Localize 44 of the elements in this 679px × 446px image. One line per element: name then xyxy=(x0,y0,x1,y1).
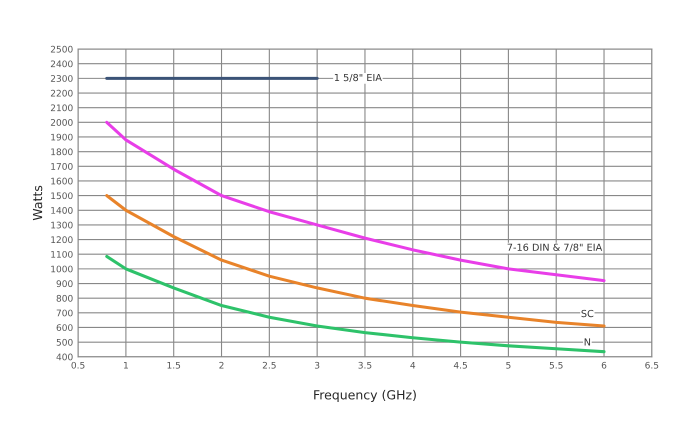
x-tick-label: 5.5 xyxy=(550,362,563,369)
x-tick-label: 4.5 xyxy=(454,362,467,369)
x-tick-label: 1 xyxy=(124,362,128,369)
x-tick-label: 4 xyxy=(410,362,416,369)
x-tick-label: 0.5 xyxy=(72,362,84,369)
y-tick-label: 700 xyxy=(56,310,73,316)
y-tick-label: 1500 xyxy=(51,192,73,200)
y-tick-label: 600 xyxy=(56,324,73,332)
line-series xyxy=(105,254,606,354)
series-label: 7-16 DIN & 7/8" EIA xyxy=(508,244,602,252)
y-tick-label: 2400 xyxy=(50,60,73,68)
line-series xyxy=(105,194,606,328)
series-label: N xyxy=(584,338,590,346)
y-tick-label: 1200 xyxy=(51,236,73,244)
x-tick-label: 1.5 xyxy=(168,362,180,369)
y-tick-label: 2300 xyxy=(50,75,73,82)
y-tick-label: 1300 xyxy=(51,222,73,228)
x-axis-title: Frequency (GHz) xyxy=(314,390,416,402)
x-tick-label: 6 xyxy=(602,362,606,369)
y-tick-label: 1900 xyxy=(51,134,73,141)
y-tick-label: 2200 xyxy=(50,90,73,97)
y-tick-label: 1800 xyxy=(51,148,73,156)
x-tick-label: 2 xyxy=(219,362,224,369)
series-label: SC xyxy=(582,310,594,318)
y-tick-label: 900 xyxy=(56,280,73,288)
series-label: 1 5/8" EIA xyxy=(334,74,382,82)
y-tick-label: 1600 xyxy=(51,178,73,185)
x-tick-label: 3.5 xyxy=(358,362,372,369)
x-tick-label: 6.5 xyxy=(645,362,658,369)
y-tick-label: 1700 xyxy=(51,163,73,170)
line-series xyxy=(105,120,606,282)
y-tick-label: 2000 xyxy=(50,119,73,126)
y-tick-label: 1400 xyxy=(51,206,73,214)
y-tick-label: 2500 xyxy=(50,46,73,53)
x-tick-label: 5 xyxy=(506,362,510,369)
y-tick-label: 2100 xyxy=(50,104,73,112)
x-tick-label: 3 xyxy=(314,362,320,369)
y-tick-label: 1000 xyxy=(51,266,73,272)
y-tick-label: 400 xyxy=(56,354,73,360)
y-tick-label: 800 xyxy=(56,294,73,302)
y-tick-label: 500 xyxy=(56,338,73,346)
y-tick-label: 1100 xyxy=(51,250,73,258)
x-tick-label: 2.5 xyxy=(262,362,276,369)
y-axis-title: Watts xyxy=(32,186,42,220)
